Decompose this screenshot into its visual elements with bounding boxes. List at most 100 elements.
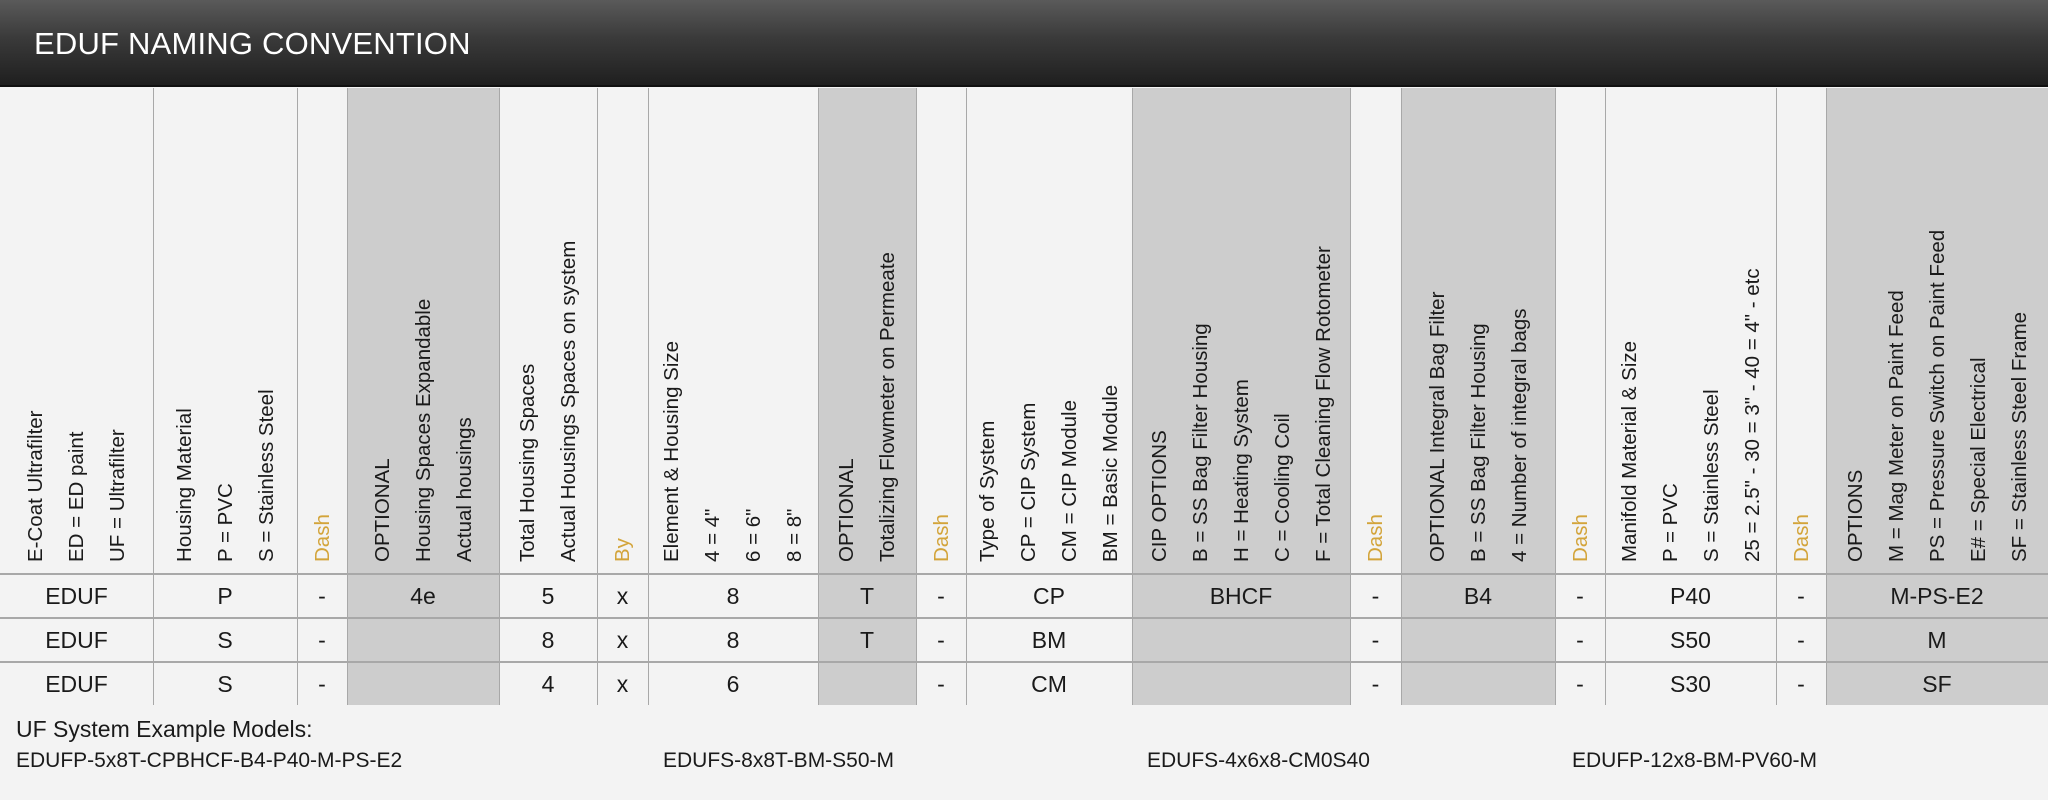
header-line: 4 = Number of integral bags <box>1507 308 1531 562</box>
header-line: Dash <box>1568 514 1592 562</box>
example-model: EDUFS-8x8T-BM-S50-M <box>663 749 895 772</box>
column-divider <box>153 88 154 705</box>
column-header: OPTIONAL Integral Bag Filter B = SS Bag F… <box>1401 88 1555 574</box>
table-cell: x <box>616 627 629 653</box>
table-cell: - <box>318 627 326 653</box>
column-divider <box>1132 88 1133 705</box>
header-line: Housing Material <box>172 408 196 562</box>
header-line: E# = Special Electrical <box>1966 357 1990 562</box>
column-3 <box>347 88 499 705</box>
column-header: Manifold Material & Size P = PVC S = Stain… <box>1605 88 1776 574</box>
table-cell: - <box>1576 671 1584 697</box>
column-header: OPTIONAL Totalizing Flowmeter on Permeate <box>818 88 916 574</box>
table-cell: - <box>1576 627 1584 653</box>
naming-convention-table: E-Coat Ultrafilter ED = ED paint UF = Ultr… <box>0 88 2048 705</box>
header-line: 8 = 8" <box>783 508 806 562</box>
header-line: SF = Stainless Steel Frame <box>2007 311 2031 562</box>
header-line: Dash <box>929 514 953 562</box>
table-cell: CM <box>1031 671 1067 697</box>
table-cell: S50 <box>1670 627 1711 653</box>
header-line: OPTIONAL <box>835 458 858 562</box>
column-divider <box>1555 88 1556 705</box>
table-cell: 5 <box>541 583 555 609</box>
header-line: Actual Housings Spaces on system <box>557 240 580 562</box>
header-line: 4 = 4" <box>701 508 724 562</box>
header-line: BM = Basic Module <box>1099 384 1122 562</box>
table-cell <box>1401 662 1555 706</box>
table-cell: - <box>1797 583 1805 609</box>
table-cell: 4 <box>541 671 555 697</box>
title-bar: EDUF NAMING CONVENTION <box>0 0 2048 87</box>
example-model: EDUFS-4x6x8-CM0S40 <box>1147 749 1370 772</box>
table-cell: - <box>937 583 945 609</box>
column-divider <box>1401 88 1402 705</box>
table-cell: 8 <box>726 583 740 609</box>
header-line: OPTIONAL <box>370 458 394 562</box>
header-line: Actual housings <box>452 417 476 562</box>
table-cell: BM <box>1031 627 1067 653</box>
table-cell: 4e <box>410 583 436 609</box>
column-header: Dash <box>1350 88 1401 574</box>
header-line: CP = CIP System <box>1017 402 1040 562</box>
column-divider <box>818 88 819 705</box>
header-line: Manifold Material & Size <box>1617 340 1641 562</box>
table-cell: T <box>859 627 875 653</box>
header-line: By <box>611 538 634 562</box>
row-divider <box>0 661 2048 663</box>
table-cell: 6 <box>726 671 740 697</box>
table-cell: P40 <box>1670 583 1711 609</box>
table-cell: M-PS-E2 <box>1890 583 1984 609</box>
page-title: EDUF NAMING CONVENTION <box>34 26 471 61</box>
column-divider <box>297 88 298 705</box>
table-cell <box>818 662 916 706</box>
example-model: EDUFP-12x8-BM-PV60-M <box>1572 749 1818 772</box>
column-divider <box>597 88 598 705</box>
column-header: OPTIONS M = Mag Meter on Paint Feed PS = P… <box>1826 88 2048 574</box>
header-line: E-Coat Ultrafilter <box>24 410 47 562</box>
header-line: Type of System <box>976 420 999 562</box>
column-12 <box>1401 88 1555 705</box>
column-header: CIP OPTIONS B = SS Bag Filter Housing H = … <box>1132 88 1350 574</box>
table-cell: P <box>217 583 233 609</box>
column-header: Dash <box>1776 88 1826 574</box>
header-line: PS = Pressure Switch on Paint Feed <box>1925 229 1949 562</box>
column-divider <box>1605 88 1606 705</box>
header-line: F = Total Cleaning Flow Rotometer <box>1311 246 1335 562</box>
table-cell: BHCF <box>1209 583 1273 609</box>
table-cell: - <box>937 627 945 653</box>
header-line: M = Mag Meter on Paint Feed <box>1884 290 1908 562</box>
table-cell: - <box>1371 627 1380 653</box>
column-divider <box>1350 88 1351 705</box>
table-cell: EDUF <box>45 627 108 653</box>
table-cell: 8 <box>726 627 740 653</box>
table-cell: - <box>937 671 945 697</box>
column-header: Total Housing Spaces Actual Housings Spac… <box>499 88 597 574</box>
header-line: S = Stainless Steel <box>254 389 278 562</box>
table-cell: B4 <box>1463 583 1493 609</box>
column-7 <box>818 88 916 705</box>
header-line: P = PVC <box>213 483 237 562</box>
header-line: C = Cooling Coil <box>1270 413 1294 562</box>
header-line: Dash <box>1789 514 1813 562</box>
footer-label: UF System Example Models: <box>16 716 313 742</box>
header-line: OPTIONS <box>1843 469 1867 562</box>
table-cell: CP <box>1033 583 1065 609</box>
header-line: P = PVC <box>1658 483 1682 562</box>
header-line: 6 = 6" <box>742 508 765 562</box>
column-header: Element & Housing Size 4 = 4" 6 = 6" 8 = 8" <box>648 88 818 574</box>
table-cell <box>347 662 499 706</box>
column-divider <box>648 88 649 705</box>
header-line: ED = ED paint <box>65 431 88 562</box>
table-cell: S <box>217 627 233 653</box>
column-header: Housing Material P = PVC S = Stainless Ste… <box>153 88 297 574</box>
table-cell <box>1401 618 1555 662</box>
table-cell: x <box>616 671 629 697</box>
header-line: Dash <box>310 514 334 562</box>
column-header: By <box>597 88 648 574</box>
header-line: S = Stainless Steel <box>1699 389 1723 562</box>
table-cell: x <box>616 583 629 609</box>
table-cell: S30 <box>1670 671 1711 697</box>
table-cell: - <box>318 671 326 697</box>
table-cell: M <box>1927 627 1947 653</box>
header-line: H = Heating System <box>1229 379 1253 562</box>
